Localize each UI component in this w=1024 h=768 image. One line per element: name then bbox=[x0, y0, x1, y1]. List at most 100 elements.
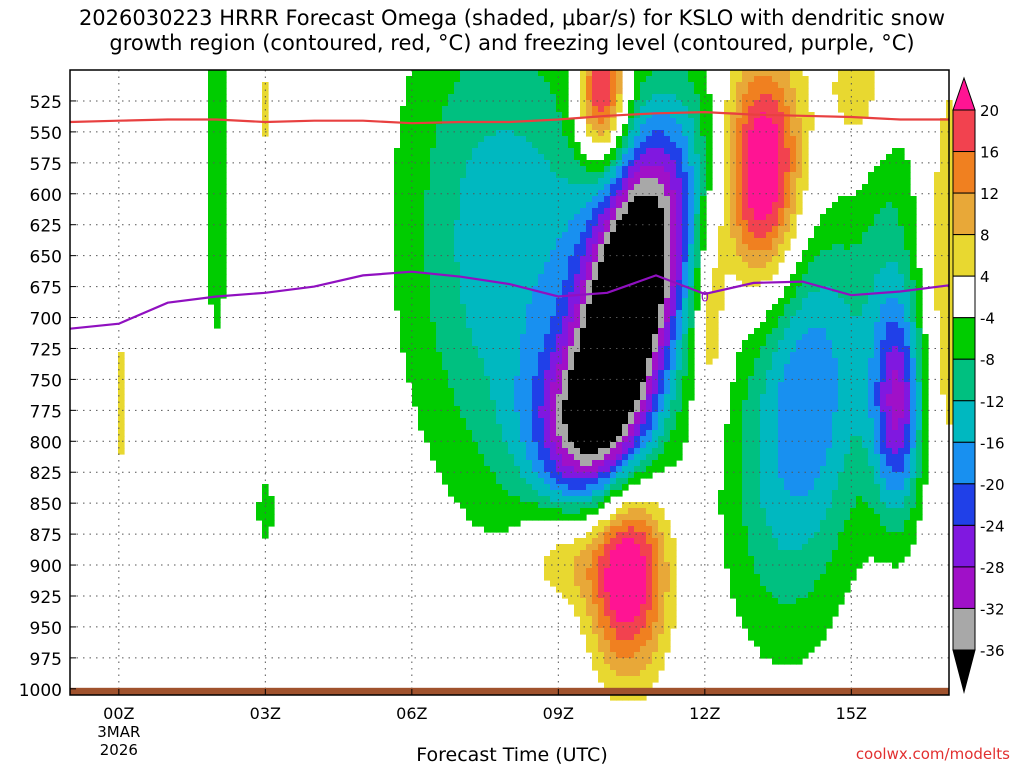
omega-cell bbox=[418, 142, 425, 149]
omega-cell bbox=[628, 634, 635, 641]
omega-cell bbox=[766, 538, 773, 545]
omega-cell bbox=[598, 574, 605, 581]
omega-cell bbox=[568, 268, 575, 275]
omega-cell bbox=[472, 244, 479, 251]
omega-cell bbox=[502, 496, 509, 503]
omega-cell bbox=[682, 352, 689, 359]
omega-cell bbox=[586, 130, 593, 137]
omega-cell bbox=[400, 334, 407, 341]
omega-cell bbox=[478, 100, 485, 107]
omega-cell bbox=[604, 268, 611, 275]
omega-cell bbox=[622, 394, 629, 401]
omega-cell bbox=[478, 262, 485, 269]
omega-cell bbox=[742, 100, 749, 107]
omega-cell bbox=[442, 244, 449, 251]
omega-cell bbox=[682, 316, 689, 323]
omega-cell bbox=[544, 88, 551, 95]
omega-cell bbox=[628, 694, 635, 701]
omega-cell bbox=[598, 310, 605, 317]
omega-cell bbox=[658, 280, 665, 287]
omega-cell bbox=[460, 370, 467, 377]
omega-cell bbox=[652, 604, 659, 611]
omega-cell bbox=[544, 250, 551, 257]
omega-cell bbox=[760, 616, 767, 623]
omega-cell bbox=[424, 178, 431, 185]
omega-cell bbox=[598, 88, 605, 95]
omega-cell bbox=[496, 508, 503, 515]
omega-cell bbox=[682, 394, 689, 401]
omega-cell bbox=[442, 256, 449, 263]
omega-cell bbox=[574, 316, 581, 323]
omega-cell bbox=[550, 238, 557, 245]
omega-cell bbox=[562, 250, 569, 257]
omega-cell bbox=[616, 478, 623, 485]
omega-cell bbox=[544, 298, 551, 305]
omega-cell bbox=[460, 478, 467, 485]
omega-cell bbox=[766, 226, 773, 233]
omega-cell bbox=[676, 298, 683, 305]
omega-cell bbox=[520, 130, 527, 137]
omega-cell bbox=[580, 82, 587, 89]
omega-cell bbox=[634, 580, 641, 587]
omega-cell bbox=[550, 208, 557, 215]
omega-cell bbox=[778, 154, 785, 161]
omega-cell bbox=[466, 232, 473, 239]
omega-cell bbox=[496, 70, 503, 77]
omega-cell bbox=[646, 406, 653, 413]
omega-cell bbox=[460, 310, 467, 317]
omega-cell bbox=[466, 478, 473, 485]
omega-cell bbox=[652, 364, 659, 371]
omega-cell bbox=[640, 256, 647, 263]
omega-cell bbox=[460, 466, 467, 473]
omega-cell bbox=[772, 190, 779, 197]
omega-cell bbox=[694, 304, 701, 311]
omega-cell bbox=[646, 178, 653, 185]
omega-cell bbox=[592, 454, 599, 461]
omega-cell bbox=[742, 580, 749, 587]
omega-cell bbox=[610, 436, 617, 443]
omega-cell bbox=[634, 88, 641, 95]
omega-cell bbox=[640, 118, 647, 125]
omega-cell bbox=[472, 268, 479, 275]
omega-cell bbox=[688, 76, 695, 83]
omega-cell bbox=[454, 220, 461, 227]
omega-cell bbox=[586, 622, 593, 629]
omega-cell bbox=[670, 214, 677, 221]
omega-cell bbox=[724, 268, 731, 275]
omega-cell bbox=[652, 580, 659, 587]
omega-cell bbox=[562, 148, 569, 155]
omega-cell bbox=[568, 460, 575, 467]
omega-cell bbox=[592, 250, 599, 257]
omega-cell bbox=[760, 94, 767, 101]
omega-cell bbox=[442, 100, 449, 107]
omega-cell bbox=[658, 124, 665, 131]
omega-cell bbox=[478, 298, 485, 305]
omega-cell bbox=[664, 574, 671, 581]
omega-cell bbox=[544, 508, 551, 515]
omega-cell bbox=[742, 76, 749, 83]
omega-cell bbox=[664, 532, 671, 539]
omega-cell bbox=[712, 304, 719, 311]
omega-cell bbox=[562, 124, 569, 131]
omega-cell bbox=[508, 244, 515, 251]
omega-cell bbox=[766, 166, 773, 173]
omega-cell bbox=[442, 304, 449, 311]
omega-cell bbox=[730, 484, 737, 491]
omega-cell bbox=[772, 352, 779, 359]
omega-cell bbox=[568, 334, 575, 341]
omega-cell bbox=[442, 316, 449, 323]
omega-cell bbox=[508, 196, 515, 203]
omega-cell bbox=[544, 94, 551, 101]
omega-cell bbox=[436, 274, 443, 281]
omega-cell bbox=[616, 466, 623, 473]
omega-cell bbox=[424, 82, 431, 89]
omega-cell bbox=[604, 430, 611, 437]
omega-cell bbox=[466, 466, 473, 473]
omega-cell bbox=[472, 460, 479, 467]
omega-cell bbox=[400, 112, 407, 119]
omega-cell bbox=[556, 106, 563, 113]
omega-cell bbox=[490, 448, 497, 455]
omega-cell bbox=[730, 574, 737, 581]
omega-cell bbox=[670, 370, 677, 377]
omega-cell bbox=[532, 106, 539, 113]
